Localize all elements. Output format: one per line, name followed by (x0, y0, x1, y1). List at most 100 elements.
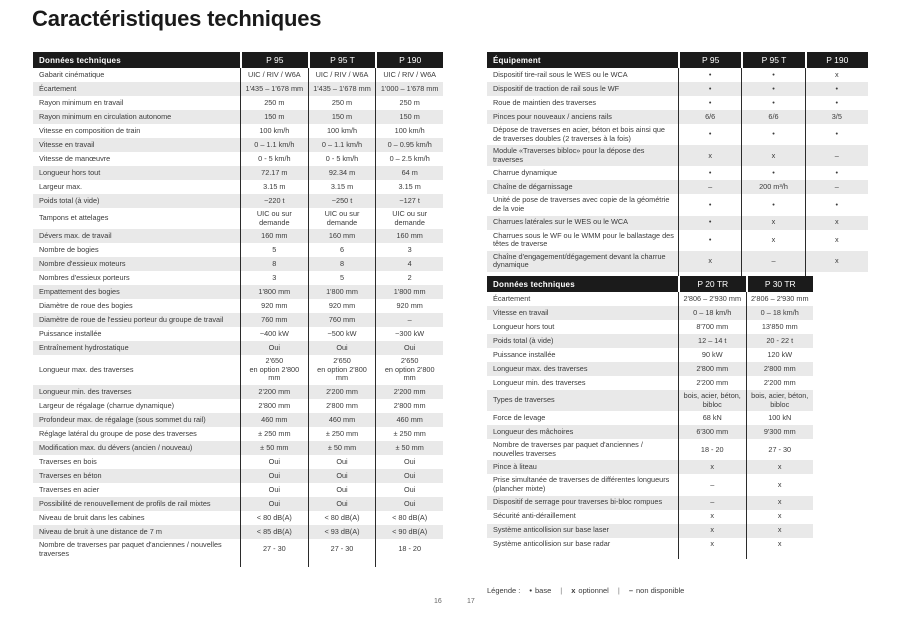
row-value: 200 m³/h (741, 180, 804, 195)
row-label: Poids total (à vide) (493, 335, 554, 345)
row-value: 1'435 – 1'678 mm (307, 82, 376, 96)
row-label: Vitesse en travail (39, 139, 95, 149)
column-header: P 95 (678, 52, 742, 68)
spacer-cell (745, 551, 814, 559)
row-value: Oui (375, 455, 443, 470)
table-row: Pince à liteau x x (487, 460, 814, 475)
row-value: 2'650 en option 2'800 mm (375, 355, 443, 386)
row-value: • (678, 166, 741, 181)
row-value: UIC / RIV / W6A (307, 68, 376, 82)
row-label: Largeur max. (39, 181, 82, 191)
table-row: Diamètre de roue de l'essieu porteur du … (33, 313, 443, 328)
table-row: Nombre de traverses par paquet d'ancienn… (33, 539, 443, 561)
row-value: – (375, 313, 443, 328)
table-row: Dispositif tire-rail sous le WES ou le W… (487, 68, 868, 82)
row-value: 460 mm (375, 413, 443, 428)
legend-separator: | (617, 586, 620, 595)
legend-item-base: • base (529, 586, 551, 595)
row-value: 13'850 mm (745, 320, 814, 334)
row-label: Empattement des bogies (39, 286, 120, 296)
row-label: Longueur hors tout (39, 167, 101, 177)
row-value: • (804, 166, 868, 181)
table-row: Réglage latéral du groupe de pose des tr… (33, 427, 443, 442)
row-value: 920 mm (240, 299, 308, 314)
row-value: Oui (307, 483, 376, 498)
base-dot-icon: • (529, 586, 533, 595)
spacer-cell (804, 272, 868, 280)
row-value: 2'200 mm (240, 385, 308, 400)
row-value: 100 kN (745, 411, 814, 426)
table-row: Puissance installée ~400 kW ~500 kW ~300 kW (33, 327, 443, 342)
column-header: P 20 TR (678, 276, 746, 292)
row-value: 68 kN (678, 411, 746, 426)
table-row: Unité de pose de traverses avec copie de… (487, 194, 868, 216)
table-row: Dévers max. de travail 160 mm 160 mm 160 mm (33, 229, 443, 244)
row-label: Traverses en béton (39, 470, 102, 480)
table-row: Nombres d'essieux porteurs 3 5 2 (33, 271, 443, 286)
row-value: 9'300 mm (745, 425, 814, 440)
column-header: P 190 (375, 52, 444, 68)
table-row: Dépose de traverses en acier, béton et b… (487, 124, 868, 146)
row-value: UIC ou sur demande (240, 208, 308, 230)
row-label: Longueur min. des traverses (39, 386, 132, 396)
row-value: 2'800 mm (375, 399, 443, 414)
spacer-cell (240, 560, 308, 568)
row-value: 0 – 0.95 km/h (375, 138, 443, 152)
row-value: Oui (307, 341, 376, 356)
row-value: 150 m (307, 110, 376, 124)
row-value: ~250 t (307, 194, 376, 208)
page-title: Caractéristiques techniques (32, 6, 322, 31)
row-value: x (745, 460, 814, 475)
row-value: x (741, 229, 804, 251)
row-value: 160 mm (375, 229, 443, 244)
row-value: x (678, 523, 746, 538)
row-value: x (678, 509, 746, 524)
row-label: Pinces pour nouveaux / anciens rails (493, 111, 612, 121)
row-value: 920 mm (307, 299, 376, 314)
row-value: 1'800 mm (307, 285, 376, 300)
row-value: 6/6 (741, 110, 804, 124)
optional-x-icon: x (571, 586, 576, 595)
row-value: UIC ou sur demande (307, 208, 376, 230)
table-row: Rayon minimum en circulation autonome 150… (33, 110, 443, 124)
table-row: Pinces pour nouveaux / anciens rails 6/6 6… (487, 110, 868, 124)
row-value: 0 - 5 km/h (307, 152, 376, 166)
row-value: 150 m (375, 110, 443, 124)
table-row: Longueur max. des traverses 2'800 mm 2'800… (487, 362, 813, 376)
row-value: ~500 kW (307, 327, 376, 342)
row-value: • (678, 229, 741, 251)
row-value: 2'200 mm (678, 376, 746, 390)
table-header-title: Équipement (487, 52, 678, 68)
legend-item-label: base (535, 586, 552, 595)
row-label: Nombres d'essieux porteurs (39, 272, 130, 282)
row-value: 0 - 5 km/h (240, 152, 308, 166)
row-value: 0 – 1.1 km/h (307, 138, 376, 152)
row-value: ± 250 mm (240, 427, 308, 442)
row-label: Poids total (à vide) (39, 195, 100, 205)
row-value: x (804, 229, 868, 251)
row-value: 760 mm (307, 313, 376, 328)
column-header: P 95 (240, 52, 308, 68)
row-value: 6 (307, 243, 376, 258)
table-row: Chaîne d'engagement/dégagement devant la… (487, 250, 868, 273)
row-value: x (678, 460, 746, 475)
table-row: Vitesse en travail 0 – 18 km/h 0 – 18 km/h (487, 306, 813, 320)
row-label: Longueur max. des traverses (39, 364, 134, 374)
row-value: • (804, 124, 868, 146)
row-label: Vitesse de manœuvre (39, 153, 111, 163)
row-value: • (678, 194, 741, 216)
row-value: 1'800 mm (375, 285, 443, 300)
row-value: 0 – 18 km/h (745, 306, 814, 320)
row-value: 760 mm (240, 313, 308, 328)
row-value: ± 50 mm (240, 441, 308, 456)
table-row: Force de levage 68 kN 100 kN (487, 411, 814, 426)
row-value: 6'300 mm (678, 425, 746, 440)
row-label: Système anticollision sur base radar (493, 539, 611, 549)
row-value: x (741, 215, 804, 230)
row-value: 160 mm (240, 229, 308, 244)
table-row: Longueur des mâchoires 6'300 mm 9'300 mm (487, 425, 814, 440)
row-value: 2'650 en option 2'800 mm (240, 355, 308, 386)
